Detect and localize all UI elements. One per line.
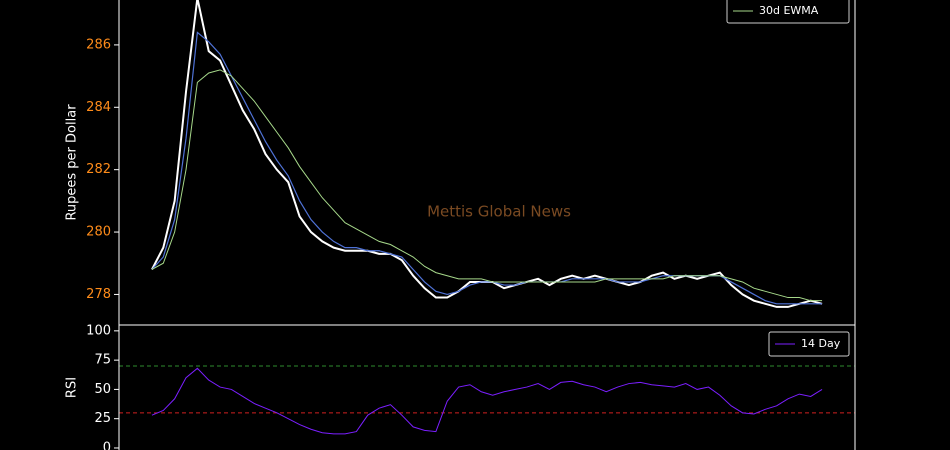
y-tick-label: 0 — [103, 440, 111, 450]
y-tick-label: 284 — [86, 100, 111, 115]
y-tick-label: 75 — [94, 353, 111, 368]
y-tick-label: 25 — [94, 411, 111, 426]
y-tick-label: 50 — [94, 382, 111, 397]
legend-box — [768, 331, 850, 357]
legend-label: 14 Day — [801, 337, 841, 350]
watermark: Mettis Global News — [427, 203, 571, 221]
y-tick-label: 100 — [86, 323, 111, 338]
y-tick-label: 282 — [86, 162, 111, 177]
series-line — [151, 367, 823, 435]
legend-label: 30d EWMA — [759, 4, 819, 17]
y-axis-label: RSI — [65, 377, 80, 398]
series-line — [151, 69, 823, 302]
y-tick-label: 280 — [86, 225, 111, 240]
y-tick-label: 278 — [86, 287, 111, 302]
legend-box — [726, 0, 850, 24]
y-tick-label: 286 — [86, 37, 111, 52]
axes-frame — [118, 324, 856, 450]
y-axis-label: Rupees per Dollar — [65, 104, 80, 221]
